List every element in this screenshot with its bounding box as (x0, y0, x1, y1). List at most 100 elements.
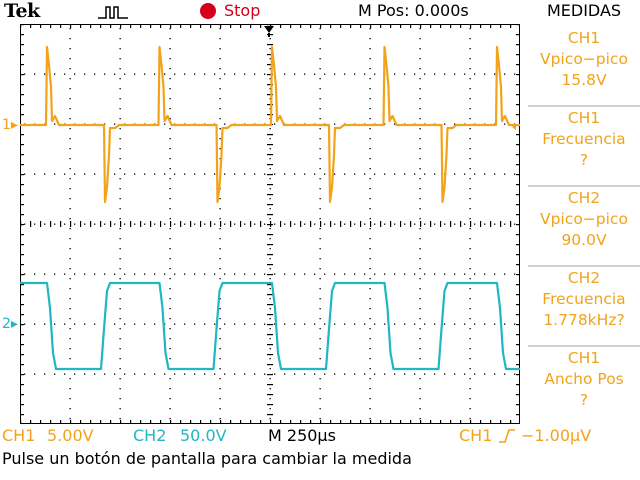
graticule-dot (20, 324, 24, 326)
graticule-dot (190, 221, 192, 227)
graticule-dot (484, 223, 486, 225)
measurement-button-3[interactable]: CH2 Vpico−pico 90.0V (540, 189, 628, 249)
graticule-dot (470, 24, 472, 28)
graticule-dot (34, 73, 36, 75)
graticule-dot (394, 373, 396, 375)
graticule-dot (314, 73, 316, 75)
graticule-dot (274, 173, 276, 175)
graticule-dot (169, 328, 171, 330)
graticule-dot (469, 118, 471, 120)
graticule-dot (214, 73, 216, 75)
graticule-dot (240, 24, 242, 28)
graticule-dot (514, 73, 516, 75)
graticule-dot (419, 308, 421, 310)
graticule-dot (54, 123, 56, 125)
graticule-dot (219, 418, 221, 420)
graticule-dot (267, 284, 273, 286)
graticule-dot (69, 378, 71, 380)
graticule-dot (450, 420, 452, 424)
graticule-dot (469, 148, 471, 150)
graticule-dot (190, 420, 192, 424)
graticule-dot (484, 173, 486, 175)
graticule-dot (374, 373, 376, 375)
ch1-ground-marker[interactable]: 1▸ (2, 117, 18, 133)
graticule-dot (114, 373, 116, 375)
graticule-dot (304, 273, 306, 275)
graticule-dot (184, 273, 186, 275)
graticule-dot (269, 358, 271, 360)
graticule-dot (169, 388, 171, 390)
graticule-dot (119, 348, 121, 350)
measurement-button-1[interactable]: CH1 Vpico−pico 15.8V (540, 29, 628, 89)
graticule-dot (269, 148, 271, 150)
graticule-dot (244, 323, 246, 325)
graticule-dot (419, 88, 421, 90)
measurement-button-2[interactable]: CH1 Frecuencia ? (542, 109, 626, 169)
graticule-dot (100, 420, 102, 424)
graticule-dot (434, 173, 436, 175)
graticule-dot (69, 168, 71, 170)
graticule-dot (219, 198, 221, 200)
graticule-dot (244, 73, 246, 75)
graticule-dot (319, 218, 321, 220)
graticule-dot (119, 388, 121, 390)
graticule-dot (319, 358, 321, 360)
graticule-dot (234, 273, 236, 275)
graticule-dot (269, 338, 271, 340)
graticule-dot (364, 73, 366, 75)
graticule-dot (419, 268, 421, 270)
graticule-dot (344, 273, 346, 275)
graticule-dot (20, 104, 24, 106)
graticule-dot (119, 198, 121, 200)
ch2-ground-marker[interactable]: 2▸ (2, 316, 18, 332)
graticule-dot (119, 338, 121, 340)
graticule-dot (20, 404, 24, 406)
graticule-dot (169, 258, 171, 260)
graticule-dot (469, 378, 471, 380)
graticule-dot (424, 223, 426, 225)
graticule-dot (474, 223, 476, 225)
graticule-dot (170, 221, 172, 227)
measurement-button-4[interactable]: CH2 Frecuencia 1.778kHz? (542, 269, 626, 329)
graticule-dot (69, 58, 71, 60)
graticule-dot (119, 258, 121, 260)
graticule-dot (140, 420, 142, 424)
graticule-dot (219, 388, 221, 390)
ch2-waveform (20, 281, 520, 371)
graticule-dot (344, 173, 346, 175)
graticule-dot (54, 73, 56, 75)
graticule-dot (169, 238, 171, 240)
graticule-dot (494, 173, 496, 175)
graticule-dot (114, 123, 116, 125)
graticule-dot (119, 358, 121, 360)
graticule-dot (454, 123, 456, 125)
graticule-dot (369, 208, 371, 210)
graticule-dot (267, 314, 273, 316)
graticule-dot (516, 224, 520, 226)
waveform-display (20, 24, 520, 424)
graticule-dot (320, 221, 322, 227)
graticule-dot (69, 138, 71, 140)
graticule-dot (404, 173, 406, 175)
graticule-dot (110, 420, 112, 424)
graticule-dot (69, 158, 71, 160)
graticule-dot (219, 218, 221, 220)
graticule-dot (214, 273, 216, 275)
graticule-dot (80, 24, 82, 28)
graticule-dot (114, 223, 116, 225)
graticule-dot (269, 418, 271, 420)
graticule-dot (70, 24, 72, 28)
graticule-dot (294, 373, 296, 375)
graticule-dot (267, 374, 273, 376)
graticule-dot (20, 384, 24, 386)
graticule-dot (90, 420, 92, 424)
graticule-dot (404, 273, 406, 275)
graticule-dot (504, 123, 506, 125)
ch2-scale: 50.0V (180, 426, 227, 445)
graticule-dot (464, 73, 466, 75)
measurement-button-5[interactable]: CH1 Ancho Pos ? (544, 349, 624, 409)
graticule-dot (430, 420, 432, 424)
graticule-dot (169, 38, 171, 40)
graticule-dot (94, 223, 96, 225)
graticule-dot (369, 178, 371, 180)
